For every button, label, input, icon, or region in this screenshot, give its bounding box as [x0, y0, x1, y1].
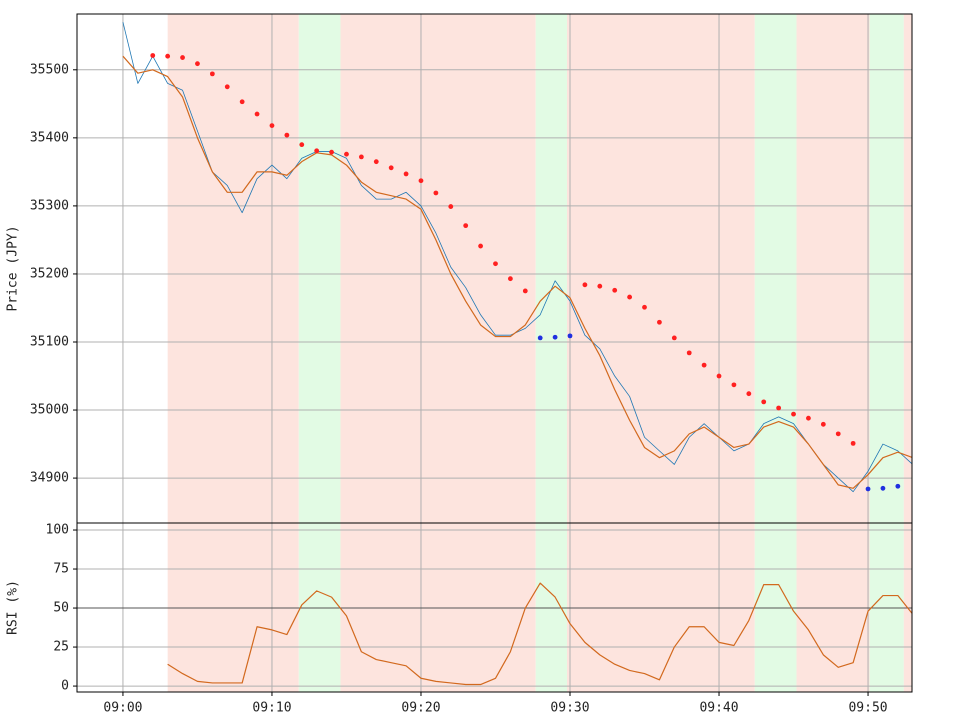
- y-tick-label: 50: [53, 601, 69, 616]
- sar-dot: [358, 154, 364, 160]
- region: [869, 14, 904, 523]
- y-axis-label: Price (JPY): [6, 225, 21, 311]
- plot-background: [77, 14, 912, 692]
- y-tick-label: 35300: [30, 198, 69, 213]
- sar-dot: [776, 405, 782, 411]
- y-tick-label: 35000: [30, 403, 69, 418]
- sar-dot: [895, 483, 901, 489]
- y-tick-label: 35400: [30, 130, 69, 145]
- sar-dot: [835, 431, 841, 437]
- x-tick-label: 09:10: [252, 701, 291, 716]
- sar-dot: [806, 415, 811, 421]
- region: [567, 14, 755, 523]
- sar-dot: [448, 204, 454, 209]
- y-tick-label: 35100: [30, 334, 69, 349]
- sar-dot: [463, 223, 469, 229]
- sar-dot: [209, 71, 215, 77]
- y-tick-label: 25: [53, 640, 69, 655]
- region: [167, 14, 299, 523]
- sar-dot: [165, 53, 171, 59]
- region: [535, 523, 568, 692]
- y-tick-label: 34900: [30, 471, 69, 486]
- sar-dot: [239, 99, 245, 105]
- sar-dot: [150, 53, 156, 58]
- y-axis-label: RSI (%): [6, 580, 21, 635]
- sar-dot: [746, 391, 752, 397]
- region: [567, 523, 755, 692]
- sar-dot: [701, 362, 707, 368]
- sar-dot: [224, 84, 230, 90]
- sar-dot: [552, 334, 558, 340]
- sar-dot: [791, 411, 796, 417]
- series-line: [122, 55, 912, 489]
- region: [340, 523, 536, 692]
- sar-dot: [850, 440, 856, 446]
- sar-dot: [731, 382, 737, 388]
- series-line: [167, 582, 912, 686]
- y-tick-label: 100: [46, 523, 69, 538]
- region: [796, 14, 870, 523]
- sar-dot: [657, 319, 662, 325]
- sar-dot: [761, 399, 767, 405]
- sar-dot: [418, 178, 424, 184]
- sar-dot: [329, 149, 334, 155]
- sar-dot: [433, 190, 439, 196]
- plot-content: [77, 22, 912, 686]
- sar-dot: [314, 148, 320, 154]
- region: [340, 14, 536, 523]
- sar-dot: [403, 171, 409, 177]
- sar-dot: [686, 350, 692, 356]
- x-tick-label: 09:30: [550, 701, 589, 716]
- sar-dot: [865, 486, 871, 492]
- region: [796, 523, 870, 692]
- region: [167, 523, 299, 692]
- axes-frame: [76, 522, 913, 693]
- region: [869, 523, 904, 692]
- sar-dot: [299, 142, 305, 148]
- sar-dot: [880, 485, 886, 491]
- sar-dot: [642, 304, 647, 310]
- x-tick-label: 09:20: [401, 701, 440, 716]
- sar-dot: [522, 288, 528, 294]
- sar-dot: [567, 333, 573, 339]
- sar-dot: [269, 123, 275, 128]
- sar-dot: [180, 55, 185, 60]
- region: [754, 523, 797, 692]
- x-tick-label: 09:40: [699, 701, 738, 716]
- sar-dot: [507, 276, 513, 282]
- series-line: [122, 22, 912, 493]
- x-tick-label: 09:50: [848, 701, 887, 716]
- region: [535, 14, 568, 523]
- region: [298, 523, 341, 692]
- y-tick-label: 75: [53, 562, 69, 577]
- sar-dot: [254, 111, 260, 117]
- sar-dot: [284, 132, 290, 138]
- sar-dot: [373, 159, 379, 165]
- region: [903, 14, 912, 523]
- plot-frame: 34900 35000 35100 35200 35300 35400 35500 Price…: [6, 13, 913, 716]
- sar-dot: [671, 335, 677, 341]
- sar-dot: [388, 165, 394, 171]
- x-tick-label: 09:00: [103, 701, 142, 716]
- sar-dot: [344, 151, 349, 157]
- y-tick-label: 35500: [30, 62, 69, 77]
- region: [298, 14, 341, 523]
- sar-dot: [716, 373, 722, 379]
- sar-dot: [612, 287, 618, 293]
- sar-dot: [537, 335, 543, 341]
- region: [754, 14, 797, 523]
- sar-dot: [820, 421, 826, 427]
- y-tick-label: 0: [61, 679, 69, 694]
- sar-dot: [597, 283, 603, 289]
- sar-dot: [493, 261, 498, 267]
- y-tick-label: 35200: [30, 266, 69, 281]
- sar-dot: [627, 294, 633, 300]
- sar-dot: [195, 61, 200, 67]
- sar-dot: [478, 243, 483, 249]
- sar-dot: [582, 282, 588, 288]
